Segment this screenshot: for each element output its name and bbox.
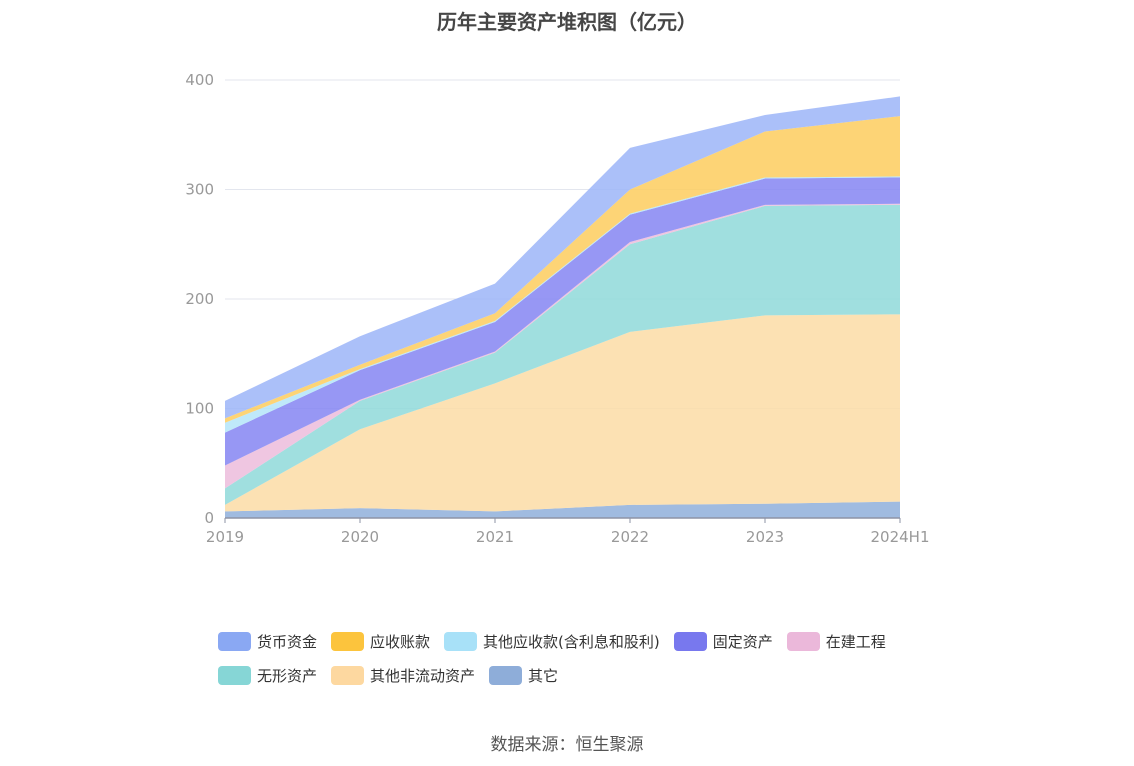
axes: 0 100 200 300 400 2019 2020 2021 2022 2023 2024H1 xyxy=(185,71,929,546)
legend-label: 固定资产 xyxy=(712,632,773,651)
area-7 xyxy=(225,116,900,423)
x-tick-label: 2021 xyxy=(476,528,514,546)
area-8 xyxy=(225,96,900,419)
legend-item[interactable]: 在建工程 xyxy=(786,630,886,652)
area-series xyxy=(225,96,900,518)
x-tick-label: 2023 xyxy=(746,528,784,546)
legend-swatch xyxy=(331,631,365,651)
x-tick-label: 2020 xyxy=(341,528,379,546)
legend-label: 货币资金 xyxy=(257,632,318,651)
area-3 xyxy=(225,204,900,505)
legend-item[interactable]: 固定资产 xyxy=(673,630,773,652)
legend-label: 其他非流动资产 xyxy=(370,666,476,685)
legend-label: 无形资产 xyxy=(257,666,318,685)
y-tick-label: 0 xyxy=(204,509,214,527)
legend-label: 在建工程 xyxy=(825,632,886,651)
legend-swatch xyxy=(218,631,251,651)
legend-swatch xyxy=(489,665,523,685)
legend-label: 应收账款 xyxy=(370,632,431,651)
legend-item[interactable]: 其他应收款(含利息和股利) xyxy=(444,630,660,652)
legend-item[interactable]: 其他非流动资产 xyxy=(331,664,475,686)
legend-swatch xyxy=(673,631,707,651)
legend-swatch xyxy=(786,631,820,651)
chart-title: 历年主要资产堆积图（亿元） xyxy=(437,10,697,34)
legend-item[interactable]: 应收账款 xyxy=(331,630,430,652)
legend-item[interactable]: 货币资金 xyxy=(218,630,317,652)
x-tick-label: 2019 xyxy=(206,528,244,546)
area-2 xyxy=(225,314,900,512)
stacked-area-chart: 0 100 200 300 400 2019 2020 2021 2022 2023 2024H1 xyxy=(185,71,929,546)
legend-row-2: 无形资产 其他非流动资产 其它 xyxy=(218,664,958,686)
area-1 xyxy=(225,501,900,518)
legend-item[interactable]: 其它 xyxy=(489,664,558,686)
y-tick-label: 100 xyxy=(185,400,214,418)
y-tick-label: 400 xyxy=(185,71,214,89)
legend-swatch xyxy=(218,665,251,685)
legend-label: 其他应收款(含利息和股利) xyxy=(483,632,660,651)
y-tick-label: 300 xyxy=(185,181,214,199)
legend-row-1: 货币资金 应收账款 其他应收款(含利息和股利) 固定资产 在建工程 xyxy=(218,630,958,652)
y-tick-label: 200 xyxy=(185,290,214,308)
legend-swatch xyxy=(331,665,365,685)
x-tick-label: 2024H1 xyxy=(871,528,930,546)
legend-swatch xyxy=(444,631,478,651)
legend-label: 其它 xyxy=(528,666,559,685)
x-tick-label: 2022 xyxy=(611,528,649,546)
data-source-note: 数据来源：恒生聚源 xyxy=(490,735,644,755)
legend: 货币资金 应收账款 其他应收款(含利息和股利) 固定资产 在建工程 无形资产 其他非流动资… xyxy=(218,630,958,686)
legend-item[interactable]: 无形资产 xyxy=(218,664,317,686)
